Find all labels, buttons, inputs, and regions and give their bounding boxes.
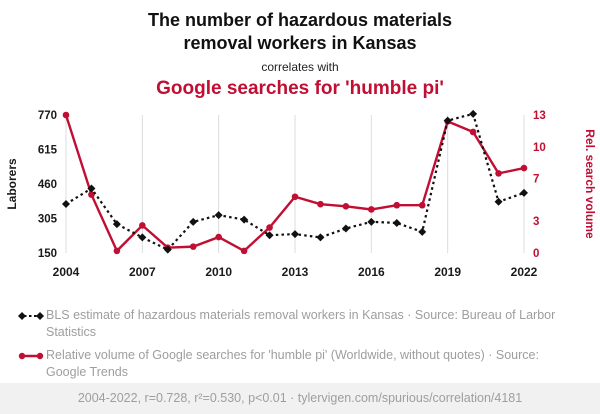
left-tick-label: 770 xyxy=(38,110,57,122)
legend-item-searches: Relative volume of Google searches for '… xyxy=(16,347,582,382)
chart-area: 2004 2007 2010 2013 2016 2019 2022 150 305 460 615… xyxy=(0,102,600,305)
page-title-line-1: The number of hazardous materials xyxy=(147,10,453,30)
right-tick-label: 3 xyxy=(533,216,539,228)
x-tick-label: 2016 xyxy=(358,265,385,279)
left-axis-ticks: 150 305 460 615 770 xyxy=(38,110,58,260)
right-tick-label: 13 xyxy=(533,110,546,122)
dual-axis-line-chart: 2004 2007 2010 2013 2016 2019 2022 150 305 460 615… xyxy=(5,109,597,279)
left-axis-title: Laborers xyxy=(5,158,19,210)
x-tick-label: 2019 xyxy=(434,265,461,279)
grid-and-x-ticks: 2004 2007 2010 2013 2016 2019 2022 xyxy=(53,115,538,279)
right-axis-title: Rel. search volume xyxy=(583,129,597,239)
x-tick-label: 2013 xyxy=(282,265,309,279)
red-circle-solid-line-icon xyxy=(18,352,44,359)
legend-item-laborers: BLS estimate of hazardous materials remo… xyxy=(16,307,582,342)
legend: BLS estimate of hazardous materials remo… xyxy=(16,307,582,381)
series-laborers xyxy=(62,109,528,254)
right-tick-label: 7 xyxy=(533,174,539,186)
x-tick-label: 2004 xyxy=(53,265,80,279)
x-tick-label: 2010 xyxy=(205,265,232,279)
legend-label-laborers: BLS estimate of hazardous materials remo… xyxy=(46,308,556,340)
footer-stats-and-url: 2004-2022, r=0.728, r²=0.530, p<0.01 · t… xyxy=(0,383,600,414)
right-tick-label: 10 xyxy=(533,142,546,154)
x-tick-label: 2022 xyxy=(511,265,538,279)
correlates-with-label: correlates with xyxy=(261,60,339,75)
left-tick-label: 150 xyxy=(38,248,57,260)
black-diamond-dotted-line-icon xyxy=(18,312,44,321)
left-tick-label: 615 xyxy=(38,145,58,157)
right-tick-label: 0 xyxy=(533,248,539,260)
page-title: The number of hazardous materials remova… xyxy=(0,9,600,55)
right-axis-ticks: 0 3 7 10 13 xyxy=(533,110,546,260)
page-title-line-2: removal workers in Kansas xyxy=(183,33,417,54)
left-tick-label: 460 xyxy=(38,179,57,191)
left-tick-label: 305 xyxy=(38,214,58,226)
x-tick-label: 2007 xyxy=(129,265,156,279)
legend-label-searches: Relative volume of Google searches for '… xyxy=(46,347,539,379)
highlight-title: Google searches for 'humble pi' xyxy=(156,78,444,100)
